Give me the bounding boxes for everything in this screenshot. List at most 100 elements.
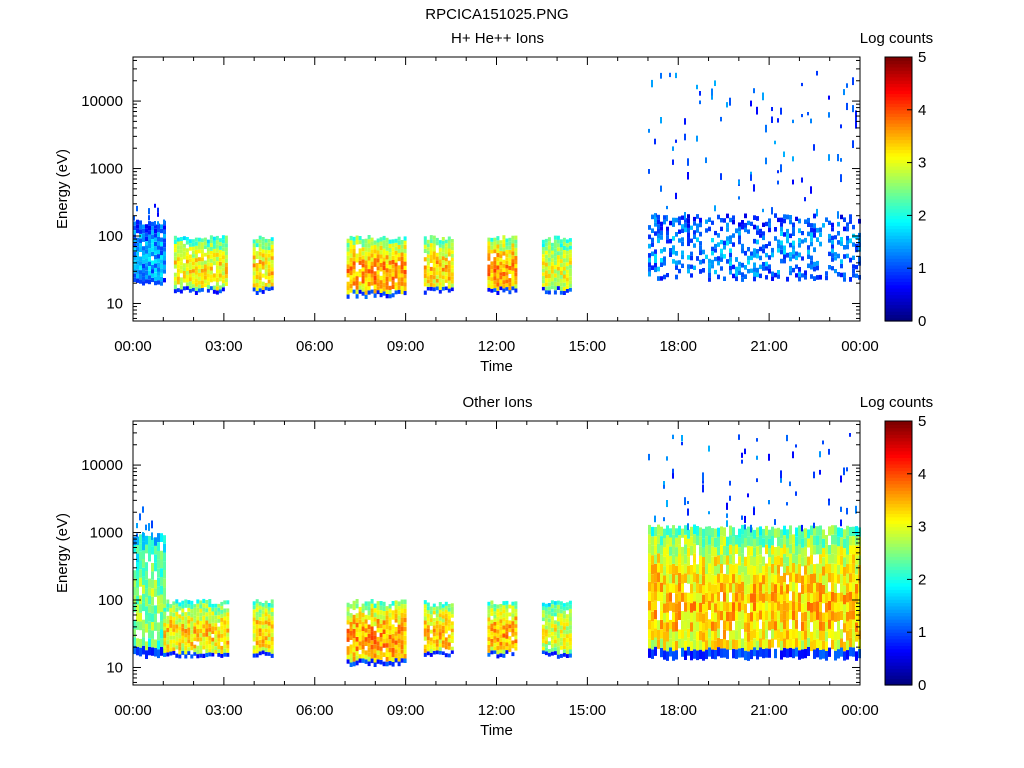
heatmap-cell — [508, 257, 512, 262]
heatmap-cell — [206, 288, 210, 293]
heatmap-cell — [493, 245, 497, 250]
heatmap-cell — [367, 624, 371, 630]
heatmap-cell — [813, 247, 816, 253]
heatmap-cell — [846, 535, 849, 545]
heatmap-cell — [717, 619, 720, 629]
heatmap-cell — [364, 650, 368, 655]
heatmap-cell — [267, 242, 271, 247]
heatmap-cell — [828, 233, 831, 239]
heatmap-cell — [154, 622, 157, 631]
heatmap-cell — [544, 290, 548, 295]
heatmap-cell — [807, 583, 810, 593]
heatmap-cell — [768, 529, 771, 539]
heatmap-cell — [194, 266, 198, 271]
heatmap-cell — [729, 480, 731, 486]
heatmap-cell — [444, 637, 448, 642]
colorbar-swatch — [885, 307, 912, 312]
heatmap-cell — [160, 268, 163, 273]
heatmap-cell — [394, 290, 398, 295]
heatmap-cell — [669, 592, 672, 602]
heatmap-cell — [376, 614, 380, 619]
heatmap-cell — [267, 261, 271, 265]
heatmap-cell — [432, 271, 436, 276]
heatmap-cell — [435, 264, 439, 268]
heatmap-cell — [447, 623, 451, 627]
heatmap-cell — [702, 557, 705, 567]
heatmap-cell — [441, 267, 445, 272]
heatmap-cell — [810, 535, 813, 545]
heatmap-cell — [258, 255, 262, 260]
heatmap-cell — [651, 649, 654, 659]
heatmap-cell — [741, 600, 744, 611]
heatmap-cell — [202, 653, 206, 658]
heatmap-cell — [666, 500, 668, 508]
heatmap-cell — [684, 640, 687, 651]
heatmap-cell — [846, 573, 849, 584]
heatmap-cell — [550, 266, 554, 270]
heatmap-cell — [744, 594, 747, 604]
heatmap-cell — [200, 265, 204, 269]
heatmap-cell — [562, 270, 566, 275]
heatmap-cell — [834, 544, 837, 555]
heatmap-cell — [741, 459, 743, 464]
heatmap-cell — [154, 276, 157, 281]
heatmap-cell — [261, 603, 265, 607]
heatmap-cell — [258, 617, 262, 621]
colorbar-swatch — [885, 271, 912, 276]
heatmap-cell — [714, 650, 717, 660]
heatmap-cell — [349, 283, 353, 289]
heatmap-cell — [717, 233, 720, 238]
heatmap-cell — [813, 535, 816, 546]
heatmap-cell — [568, 276, 572, 281]
heatmap-cell — [490, 642, 494, 647]
heatmap-cell — [173, 289, 177, 294]
heatmap-cell — [157, 223, 160, 228]
heatmap-cell — [544, 640, 548, 645]
heatmap-cell — [556, 251, 560, 256]
heatmap-cell — [795, 264, 798, 269]
heatmap-cell — [133, 587, 136, 596]
colorbar-swatch — [885, 658, 912, 663]
heatmap-cell — [267, 637, 271, 641]
heatmap-cell — [720, 573, 723, 583]
heatmap-cell — [188, 285, 192, 289]
heatmap-cell — [756, 536, 759, 547]
heatmap-cell — [801, 603, 804, 613]
heatmap-cell — [565, 243, 569, 248]
heatmap-cell — [258, 260, 262, 264]
heatmap-cell — [367, 247, 371, 253]
heatmap-cell — [702, 604, 705, 614]
heatmap-cell — [423, 620, 427, 625]
heatmap-cell — [179, 245, 183, 250]
heatmap-cell — [493, 276, 497, 281]
heatmap-cell — [382, 278, 386, 283]
heatmap-cell — [487, 605, 491, 610]
colorbar-swatch — [885, 80, 912, 84]
heatmap-cell — [218, 238, 222, 243]
heatmap-cell — [388, 634, 392, 640]
colorbar-swatch — [885, 57, 912, 61]
heatmap-cell — [795, 592, 798, 602]
colorbar-swatch — [885, 156, 912, 160]
heatmap-cell — [840, 237, 843, 242]
heatmap-cell — [559, 637, 563, 642]
heatmap-cell — [151, 251, 154, 257]
heatmap-cell — [215, 248, 219, 253]
heatmap-cell — [400, 248, 404, 253]
heatmap-cell — [544, 614, 548, 619]
heatmap-cell — [373, 293, 377, 298]
heatmap-cell — [224, 262, 228, 267]
heatmap-cell — [783, 232, 786, 237]
colorbar-swatch — [885, 510, 912, 514]
heatmap-cell — [837, 253, 840, 259]
heatmap-cell — [450, 253, 454, 258]
heatmap-cell — [388, 285, 392, 290]
heatmap-cell — [768, 500, 770, 505]
heatmap-cell — [426, 276, 430, 280]
heatmap-cell — [511, 625, 515, 629]
colorbar-swatch — [885, 258, 912, 263]
colorbar-swatch — [885, 123, 912, 127]
heatmap-cell — [568, 637, 572, 642]
heatmap-cell — [438, 270, 442, 275]
